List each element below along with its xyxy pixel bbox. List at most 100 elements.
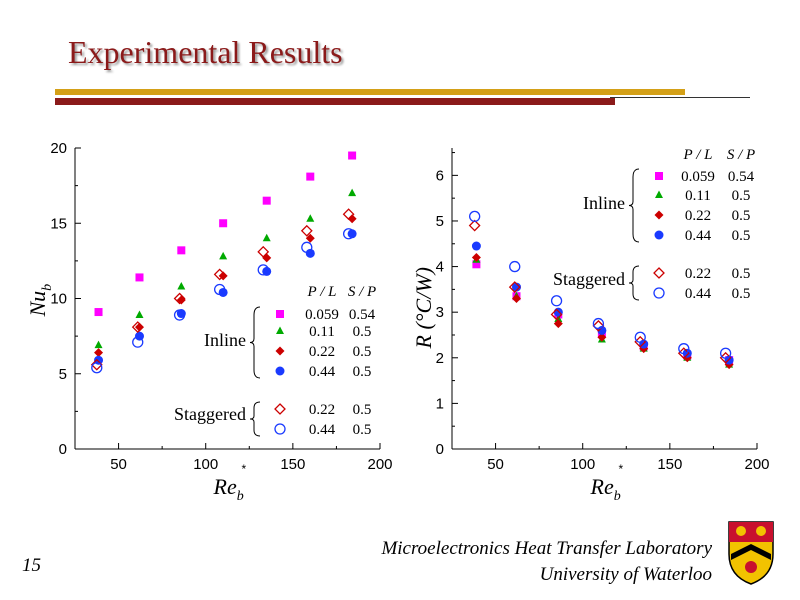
data-point-inline-circle bbox=[471, 241, 481, 251]
y-tick-label: 4 bbox=[436, 259, 444, 276]
data-point-inline-diamond bbox=[471, 252, 481, 262]
legend-marker-triangle bbox=[655, 190, 663, 198]
legend-pl-value: 0.11 bbox=[685, 188, 711, 204]
legend-sp-value: 0.5 bbox=[732, 286, 751, 302]
data-point-staggered-circle-open bbox=[132, 336, 144, 348]
legend-staggered-brace bbox=[249, 401, 261, 437]
y-tick-label: 5 bbox=[436, 213, 444, 230]
legend-inline-label: Inline bbox=[204, 330, 246, 350]
legend-sp-value: 0.5 bbox=[353, 364, 372, 380]
y-tick-label: 0 bbox=[436, 441, 444, 458]
data-point-inline-square bbox=[135, 273, 144, 282]
data-point-inline-triangle bbox=[348, 188, 357, 197]
data-point-inline-square bbox=[306, 172, 315, 181]
data-point-inline-diamond bbox=[176, 295, 186, 305]
y-tick-label: 10 bbox=[50, 291, 67, 308]
data-point-staggered-circle-open bbox=[214, 283, 226, 296]
data-point-inline-triangle bbox=[306, 214, 315, 222]
data-point-staggered-circle-open bbox=[257, 264, 269, 276]
data-point-inline-triangle bbox=[135, 310, 144, 319]
data-point-inline-triangle bbox=[262, 233, 271, 242]
y-tick-label: 3 bbox=[436, 304, 444, 321]
legend-marker-triangle bbox=[276, 326, 284, 334]
y-tick-label: 20 bbox=[50, 140, 67, 157]
y-axis-label: R (°C/W) bbox=[411, 267, 436, 350]
legend-pl-value: 0.44 bbox=[685, 228, 712, 244]
data-point-staggered-circle-open bbox=[634, 331, 646, 343]
legend-inline-brace bbox=[249, 306, 261, 379]
x-axis-label-sub: b bbox=[237, 489, 244, 504]
footer-lab-name: Microelectronics Heat Transfer Laborator… bbox=[381, 536, 712, 588]
y-tick-label: 2 bbox=[436, 350, 444, 367]
legend-header-pl: P / L bbox=[683, 147, 713, 163]
data-point-staggered-circle-open bbox=[719, 347, 732, 359]
data-point-inline-diamond bbox=[305, 233, 315, 243]
legend-marker-diamond-open bbox=[653, 267, 665, 279]
data-point-inline-square bbox=[348, 151, 357, 160]
legend-pl-value: 0.22 bbox=[309, 344, 335, 360]
x-tick-label: 100 bbox=[570, 456, 595, 473]
y-axis-label: Nub bbox=[25, 284, 55, 318]
data-point-staggered-circle-open bbox=[301, 241, 313, 253]
footer-university-line: University of Waterloo bbox=[539, 564, 712, 585]
page-number: 15 bbox=[22, 555, 41, 576]
x-axis-label-star: * bbox=[619, 462, 624, 476]
y-tick-label: 1 bbox=[436, 395, 444, 412]
legend-inline-label: Inline bbox=[583, 193, 625, 213]
legend-marker-diamond bbox=[275, 346, 285, 356]
data-point-inline-diamond bbox=[134, 322, 144, 332]
x-axis-label-main: Re bbox=[590, 474, 614, 499]
data-point-inline-circle bbox=[134, 331, 144, 341]
data-point-inline-triangle bbox=[219, 251, 228, 260]
data-point-inline-circle bbox=[682, 348, 692, 358]
chart-legend: P / L S / P 0.059 0.54 0.11 0.5 0.22 0.5 0.44 0.5… bbox=[174, 284, 376, 438]
legend-sp-value: 0.54 bbox=[728, 169, 755, 185]
x-tick-label: 50 bbox=[110, 456, 127, 473]
legend-pl-value: 0.22 bbox=[685, 208, 711, 224]
data-point-inline-square bbox=[219, 219, 228, 228]
data-point-staggered-circle-open bbox=[91, 362, 103, 374]
university-crest-icon bbox=[728, 521, 774, 585]
y-tick-label: 5 bbox=[59, 366, 67, 383]
legend-staggered-label: Staggered bbox=[174, 404, 246, 424]
data-point-inline-circle bbox=[262, 266, 272, 276]
legend-pl-value: 0.22 bbox=[685, 266, 711, 282]
data-point-inline-square bbox=[94, 308, 103, 317]
data-point-staggered-circle-open bbox=[469, 210, 481, 223]
x-axis-label-sub: b bbox=[614, 489, 621, 504]
chart-legend: P / L S / P 0.059 0.54 0.11 0.5 0.22 0.5 0.44 0.5… bbox=[553, 147, 755, 302]
y-axis-label-main: Nu bbox=[25, 291, 50, 318]
legend-sp-value: 0.5 bbox=[353, 422, 372, 438]
x-axis-label-main: Re bbox=[213, 474, 237, 499]
data-point-inline-diamond bbox=[597, 332, 607, 342]
x-tick-label: 100 bbox=[193, 456, 218, 473]
y-tick-label: 15 bbox=[50, 215, 67, 232]
legend-sp-value: 0.5 bbox=[353, 402, 372, 418]
data-point-staggered-diamond-open bbox=[468, 219, 481, 232]
legend-pl-value: 0.22 bbox=[309, 402, 335, 418]
legend-header-sp: S / P bbox=[348, 284, 376, 300]
data-point-staggered-diamond-open bbox=[342, 208, 355, 221]
legend-marker-square bbox=[276, 310, 284, 318]
data-point-staggered-circle-open bbox=[550, 295, 563, 307]
y-tick-label: 0 bbox=[59, 441, 67, 458]
data-point-staggered-diamond-open bbox=[131, 321, 144, 334]
legend-header-sp: S / P bbox=[727, 147, 755, 163]
data-point-staggered-diamond-open bbox=[508, 281, 521, 294]
legend-sp-value: 0.5 bbox=[732, 208, 751, 224]
data-point-inline-diamond bbox=[262, 253, 272, 263]
data-point-staggered-circle-open bbox=[592, 317, 605, 330]
legend-marker-diamond-open bbox=[274, 403, 286, 415]
legend-marker-circle bbox=[654, 230, 664, 240]
slide-title: Experimental Results bbox=[68, 34, 343, 70]
legend-staggered-label: Staggered bbox=[553, 269, 625, 289]
legend-marker-circle-open bbox=[274, 423, 286, 435]
data-point-staggered-circle-open bbox=[678, 343, 690, 355]
data-point-staggered-diamond-open bbox=[300, 224, 313, 237]
data-point-inline-diamond bbox=[553, 319, 563, 329]
legend-header-pl: P / L bbox=[307, 284, 337, 300]
data-point-inline-square bbox=[177, 246, 186, 255]
